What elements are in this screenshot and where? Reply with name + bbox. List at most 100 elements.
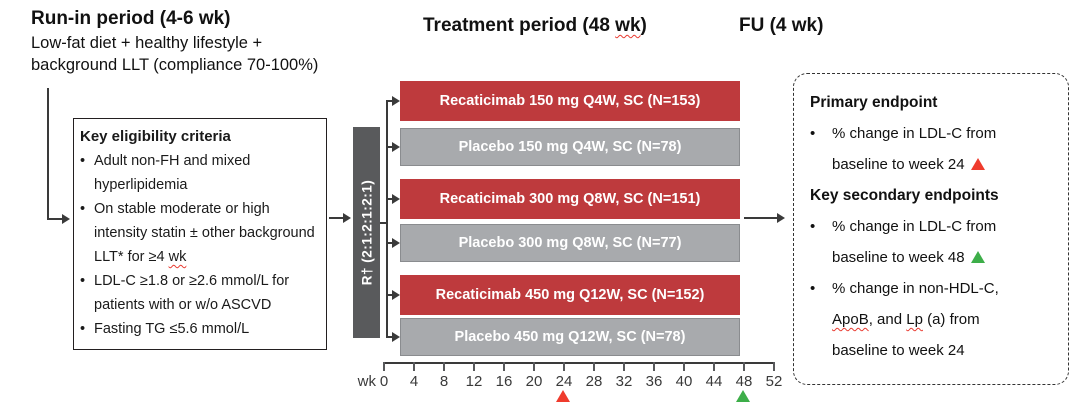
arm-bar-placebo-300: Placebo 300 mg Q8W, SC (N=77) [400,224,740,262]
secondary-endpoint2-line2-mid: , and [868,311,907,328]
bullet-icon: • [80,273,86,289]
axis-tick-label: 28 [585,373,603,390]
eligibility-item: • Adult non-FH and mixed hyperlipidemia [80,149,324,197]
axis-tick-label: 32 [615,373,633,390]
randomization-bar: R† (2:1:2:1:2:1) [353,127,380,338]
treatment-period-title: Treatment period (48 wk) [423,15,647,37]
branch-line-arm5 [388,294,393,296]
green-triangle-icon [970,251,985,263]
axis-tick-label: 52 [765,373,783,390]
eligibility-item: • Fasting TG ≤5.6 mmol/L [80,317,324,341]
axis-tick [713,362,715,371]
branch-line-arm6 [388,336,393,338]
eligibility-item: • LDL-C ≥1.8 or ≥2.6 mmol/L for patients… [80,269,324,317]
axis-tick [413,362,415,371]
endpoints-panel: Primary endpoint • % change in LDL-C fro… [793,73,1069,385]
axis-tick-label: 36 [645,373,663,390]
branch-line-arm4 [388,242,393,244]
primary-endpoint-item: • % change in LDL-C from baseline to wee… [810,118,1058,180]
eligibility-item-text: LDL-C ≥1.8 or ≥2.6 mmol/L for patients w… [94,273,290,313]
branch-line-arm3 [388,198,393,200]
primary-endpoint-week24-marker-icon [556,389,570,407]
eligibility-item-text: On stable moderate or high intensity sta… [94,197,324,269]
primary-endpoint-title: Primary endpoint [810,94,938,111]
week-axis-line [383,362,775,364]
runin-period-subtitle-line2: background LLT (compliance 70-100%) [31,56,319,74]
secondary-endpoint1-text: % change in LDL-C from baseline to week … [832,211,996,273]
primary-endpoint-line2: baseline to week 24 [832,156,965,173]
apob-wavy-word: ApoB [832,311,869,328]
randomization-spine-connector-line [380,222,387,224]
axis-tick [653,362,655,371]
treatment-period-title-close: ) [640,15,647,36]
secondary-endpoint2-line2-post: (a) from [922,311,980,328]
axis-tick-label: 0 [379,373,389,390]
treatment-period-title-text: Treatment period (48 [423,15,616,36]
week-axis-unit-label: wk [357,373,376,390]
randomization-ratio-label: R† (2:1:2:1:2:1) [359,179,374,286]
secondary-endpoint2-line3: baseline to week 24 [832,342,965,359]
secondary-endpoint-item: • % change in LDL-C from baseline to wee… [810,211,1058,273]
runin-elbow-line-horizontal [47,218,63,220]
bullet-icon: • [810,280,816,297]
axis-tick [593,362,595,371]
primary-endpoint-text: % change in LDL-C from baseline to week … [832,118,996,180]
eligibility-item-text: Adult non-FH and mixed hyperlipidemia [94,153,251,193]
axis-tick-label: 40 [675,373,693,390]
arm-bar-recaticimab-300: Recaticimab 300 mg Q8W, SC (N=151) [400,179,740,219]
arm-bar-placebo-150: Placebo 150 mg Q4W, SC (N=78) [400,128,740,166]
branch-arrowhead-arm4-icon [392,238,400,248]
axis-tick-label: 16 [495,373,513,390]
runin-elbow-line-vertical [47,88,49,219]
secondary-endpoint2-line1: % change in non-HDL-C, [832,280,999,297]
axis-tick-label: 4 [409,373,419,390]
eligibility-to-randomization-arrowhead-icon [343,213,351,223]
branch-spine-line [386,100,388,338]
arm-bar-recaticimab-450: Recaticimab 450 mg Q12W, SC (N=152) [400,275,740,315]
secondary-endpoint1-line1: % change in LDL-C from [832,218,997,235]
secondary-endpoint1-line2-wrap: baseline to week 48 [832,242,996,273]
primary-endpoint-line2-wrap: baseline to week 24 [832,149,996,180]
bullet-icon: • [80,321,86,337]
eligibility-item2-pre: On stable moderate or high intensity sta… [94,201,315,265]
eligibility-item-text: Fasting TG ≤5.6 mmol/L [94,321,250,337]
axis-tick [473,362,475,371]
red-triangle-icon [970,158,985,170]
axis-tick-label: 8 [439,373,449,390]
axis-tick-label: 48 [735,373,753,390]
branch-arrowhead-arm6-icon [392,332,400,342]
primary-endpoint-line1: % change in LDL-C from [832,125,997,142]
eligibility-item2-wavy-word: wk [168,249,187,265]
axis-tick [683,362,685,371]
treatment-period-title-wavy-word: wk [615,15,641,36]
runin-period-title: Run-in period (4-6 wk) [31,8,231,29]
branch-arrowhead-arm3-icon [392,194,400,204]
secondary-endpoint2-line2: ApoB, and Lp (a) from [832,304,999,335]
axis-tick-label: 12 [465,373,483,390]
eligibility-criteria-box: Key eligibility criteria • Adult non-FH … [73,118,327,350]
branch-line-arm1 [388,100,393,102]
eligibility-title: Key eligibility criteria [80,128,231,145]
secondary-endpoint2-text: % change in non-HDL-C, ApoB, and Lp (a) … [832,273,999,366]
arm-bar-recaticimab-150: Recaticimab 150 mg Q4W, SC (N=153) [400,81,740,121]
axis-tick-label: 24 [555,373,573,390]
axis-tick [383,362,385,371]
branch-arrowhead-arm2-icon [392,142,400,152]
arm-bar-placebo-450: Placebo 450 mg Q12W, SC (N=78) [400,318,740,356]
followup-period-title: FU (4 wk) [739,15,824,36]
axis-tick [503,362,505,371]
secondary-endpoint-week48-marker-icon [736,389,750,407]
axis-tick [533,362,535,371]
branch-arrowhead-arm1-icon [392,96,400,106]
secondary-endpoints-title: Key secondary endpoints [810,187,999,204]
bullet-icon: • [810,125,816,142]
axis-tick [443,362,445,371]
arms-to-endpoints-arrowhead-icon [777,213,785,223]
bullet-icon: • [80,153,86,169]
runin-period-subtitle-line1: Low-fat diet + healthy lifestyle + [31,34,263,52]
secondary-endpoint1-line2: baseline to week 48 [832,249,965,266]
runin-elbow-arrowhead-icon [62,214,70,224]
arms-to-endpoints-line [744,217,778,219]
axis-tick-label: 20 [525,373,543,390]
